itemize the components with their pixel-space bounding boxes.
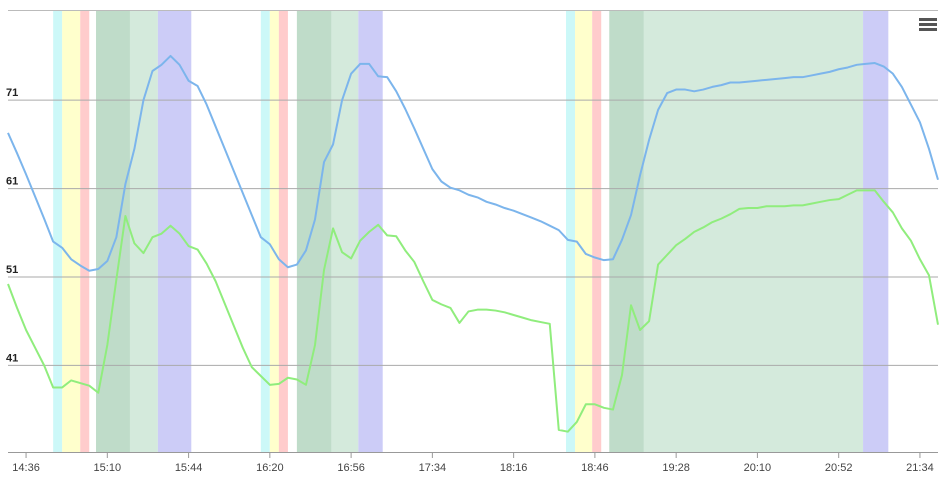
plot-band [296, 11, 332, 452]
menu-bar [919, 18, 937, 21]
plot-band [269, 11, 279, 452]
plot-band [609, 11, 864, 452]
y-tick-label: 41 [6, 352, 18, 364]
x-tick-label: 17:34 [419, 462, 447, 474]
menu-bar [919, 23, 937, 26]
x-tick-label: 16:56 [337, 462, 365, 474]
x-tick-label: 21:34 [906, 462, 934, 474]
plot-band [863, 11, 889, 452]
y-tick-label: 61 [6, 176, 18, 188]
x-tick-label: 18:16 [500, 462, 528, 474]
x-tick-label: 19:28 [662, 462, 690, 474]
plot-band [566, 11, 576, 452]
x-tick-label: 15:44 [175, 462, 203, 474]
y-tick-label: 51 [6, 264, 18, 276]
menu-button[interactable] [919, 18, 937, 31]
plot-band [592, 11, 602, 452]
x-tick-label: 14:36 [12, 462, 40, 474]
plot-band [96, 11, 130, 452]
x-tick-label: 20:10 [744, 462, 772, 474]
series-line [7, 189, 939, 433]
x-tick-label: 16:20 [256, 462, 284, 474]
menu-bar [919, 28, 937, 31]
x-tick-label: 15:10 [94, 462, 122, 474]
plot-band [80, 11, 90, 452]
plot-band [609, 11, 644, 452]
plot-band [575, 11, 593, 452]
plot-band [53, 11, 63, 452]
plot-band [278, 11, 288, 452]
y-tick-label: 71 [6, 87, 18, 99]
plot-band [62, 11, 81, 452]
x-tick-label: 18:46 [581, 462, 609, 474]
plot-band [260, 11, 270, 452]
x-tick-label: 20:52 [825, 462, 853, 474]
series-line [7, 54, 939, 272]
